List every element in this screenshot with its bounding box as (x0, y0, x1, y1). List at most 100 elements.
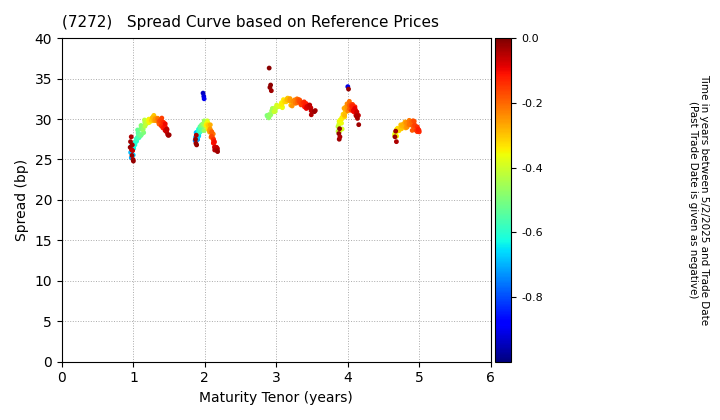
Point (344, 102, 356, 108)
Point (351, 113, 362, 119)
Point (346, 104, 358, 110)
Point (334, 125, 346, 132)
Point (339, 113, 351, 120)
Point (205, 134, 217, 141)
Point (192, 136, 204, 143)
Point (148, 112, 160, 119)
Point (343, 98, 355, 105)
Point (202, 126, 214, 132)
Point (195, 124, 207, 131)
Point (200, 122, 212, 129)
Point (292, 97, 304, 104)
Point (274, 103, 285, 110)
Point (412, 123, 423, 130)
Point (351, 115, 363, 122)
Point (201, 122, 212, 129)
Point (341, 105, 353, 111)
Point (125, 144, 136, 151)
Point (191, 130, 202, 136)
Point (303, 102, 315, 109)
Point (194, 128, 205, 134)
Point (413, 127, 425, 134)
Point (392, 127, 403, 134)
Point (143, 116, 155, 123)
Point (194, 129, 205, 135)
Point (153, 120, 165, 126)
Point (351, 108, 363, 115)
Point (339, 110, 351, 116)
Point (266, 105, 278, 112)
Point (353, 112, 364, 119)
Point (301, 104, 312, 110)
Point (194, 129, 206, 135)
Point (150, 117, 161, 124)
Point (282, 97, 293, 103)
X-axis label: Maturity Tenor (years): Maturity Tenor (years) (199, 391, 354, 405)
Point (204, 128, 215, 134)
Point (140, 120, 151, 127)
Point (201, 120, 212, 127)
Point (305, 108, 317, 114)
Point (406, 119, 418, 126)
Point (203, 123, 215, 129)
Point (148, 117, 160, 124)
Point (147, 114, 158, 121)
Point (200, 121, 212, 127)
Point (341, 107, 353, 114)
Point (338, 113, 350, 120)
Point (191, 142, 202, 148)
Point (404, 119, 415, 126)
Point (401, 124, 413, 131)
Point (199, 118, 210, 124)
Y-axis label: Time in years between 5/2/2025 and Trade Date
(Past Trade Date is given as negat: Time in years between 5/2/2025 and Trade… (688, 74, 709, 326)
Point (125, 134, 137, 140)
Point (160, 123, 171, 130)
Point (392, 126, 404, 133)
Point (197, 123, 208, 129)
Point (135, 126, 146, 132)
Point (305, 111, 317, 118)
Point (408, 123, 420, 129)
Point (284, 95, 296, 102)
Point (192, 133, 204, 140)
Point (159, 127, 171, 134)
Point (351, 112, 363, 118)
Point (297, 100, 309, 106)
Point (268, 108, 279, 115)
Point (332, 123, 343, 130)
Point (289, 100, 301, 107)
Point (147, 114, 158, 121)
Point (153, 116, 164, 123)
Point (125, 138, 136, 145)
Point (336, 114, 348, 121)
Point (131, 137, 143, 144)
Point (127, 142, 138, 148)
Point (410, 123, 421, 129)
Point (265, 81, 276, 88)
Point (137, 126, 148, 133)
Point (204, 126, 215, 133)
Point (292, 95, 303, 102)
Point (347, 102, 359, 109)
Point (125, 149, 136, 156)
Point (407, 127, 418, 134)
Point (264, 111, 275, 118)
Point (408, 118, 420, 125)
Point (202, 122, 214, 129)
Point (394, 126, 405, 132)
Point (132, 126, 143, 133)
Point (204, 121, 216, 128)
Point (211, 144, 222, 151)
Point (202, 121, 213, 128)
Point (133, 134, 145, 141)
Point (294, 98, 305, 105)
Point (343, 102, 355, 109)
Point (276, 101, 288, 108)
Point (394, 125, 405, 132)
Point (199, 122, 210, 129)
Point (199, 127, 210, 134)
Point (193, 129, 204, 135)
Point (339, 107, 351, 113)
Point (336, 116, 347, 123)
Point (150, 115, 161, 121)
